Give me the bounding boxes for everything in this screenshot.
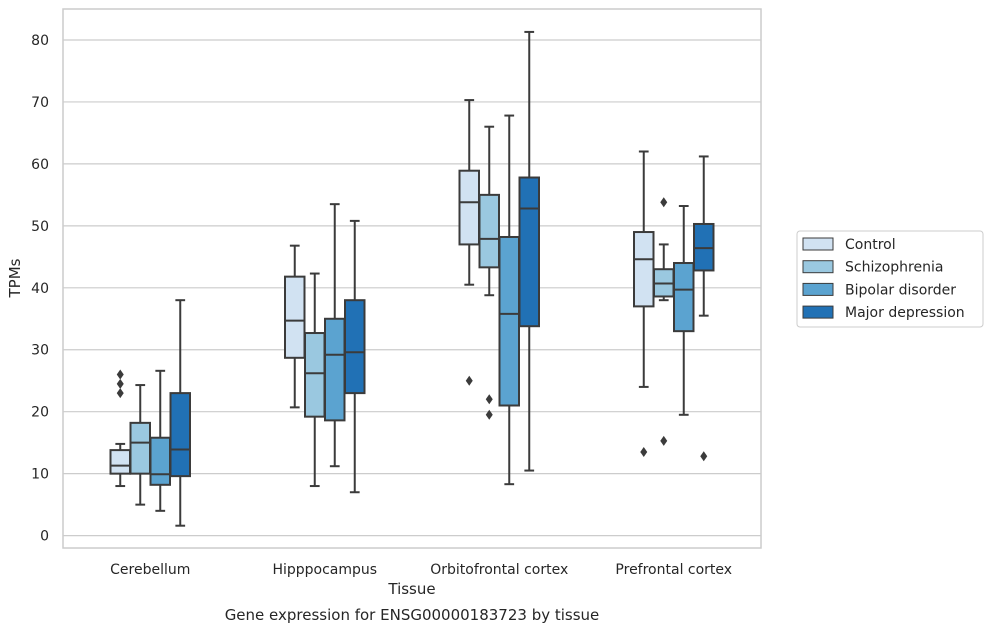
y-tick-label: 70 [31,95,49,111]
box-iqr [149,436,171,486]
outlier-point [485,409,493,420]
x-axis-label: Tissue [387,580,435,598]
box-group [653,197,675,446]
box-group [518,30,540,472]
legend-frame [796,230,984,328]
box-group [149,369,171,512]
box-iqr [498,235,520,407]
x-tick-label: Prefrontal cortex [615,562,732,578]
box-iqr [129,421,151,475]
outlier-point [660,435,668,446]
y-tick-label: 0 [40,529,49,545]
outlier-point [465,375,473,386]
legend-label: Schizophrenia [845,260,943,276]
outlier-point [640,446,648,457]
box-iqr [304,332,326,418]
legend-swatch [802,237,834,251]
box-iqr [344,299,366,395]
y-tick-label: 80 [31,33,49,49]
y-tick-labels: 0 10 20 30 40 50 60 70 80 [31,33,49,545]
y-tick-label: 60 [31,157,49,173]
outlier-point [485,394,493,405]
box-iqr [633,231,655,308]
box-group [478,125,500,420]
outlier-point [116,378,124,389]
legend-swatch [802,282,834,296]
box-group [284,244,306,409]
box-group [633,150,655,457]
y-tick-label: 40 [31,281,49,297]
legend-swatch [802,260,834,274]
y-tick-label: 50 [31,219,49,235]
box-group [498,114,520,486]
box-group [673,205,695,416]
box-iqr [169,392,191,478]
legend-label: Bipolar disorder [845,282,956,298]
box-group [129,384,151,506]
x-tick-labels: Cerebellum Hipppocampus Orbitofrontal cort… [110,562,732,578]
box-iqr [458,169,480,246]
x-tick-label: Cerebellum [110,562,190,578]
legend-label: Control [845,237,896,253]
box-group [344,219,366,494]
box-group [693,155,715,462]
box-iqr [109,449,131,475]
outlier-point [660,197,668,208]
box-iqr [284,275,306,359]
box-iqr [673,262,695,333]
x-tick-label: Orbitofrontal cortex [430,562,568,578]
y-tick-label: 20 [31,405,49,421]
box-iqr [518,176,540,328]
box-iqr [324,317,346,422]
box-iqr [478,193,500,269]
y-axis-label: TPMs [6,258,24,298]
outlier-point [116,369,124,380]
figure-caption: Gene expression for ENSG00000183723 by t… [224,606,600,624]
outlier-point [116,388,124,399]
plot-frame [62,8,762,549]
box-group [324,203,346,468]
legend: Control Schizophrenia Bipolar disorder Majo… [796,230,984,328]
box-group [109,369,131,488]
legend-label: Major depression [845,305,965,321]
box-group [169,299,191,527]
y-tick-label: 30 [31,343,49,359]
box-group [304,272,326,488]
boxes [109,30,715,527]
y-tick-label: 10 [31,467,49,483]
outlier-point [700,451,708,462]
legend-swatch [802,305,834,319]
x-tick-label: Hipppocampus [272,562,377,578]
